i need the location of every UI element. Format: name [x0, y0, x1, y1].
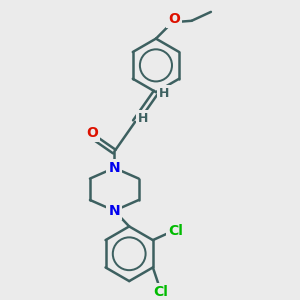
Text: Cl: Cl — [153, 285, 168, 299]
Text: O: O — [168, 12, 180, 26]
Text: O: O — [86, 126, 98, 140]
Text: H: H — [138, 112, 149, 125]
Text: Cl: Cl — [168, 224, 183, 238]
Text: H: H — [159, 87, 169, 100]
Text: N: N — [109, 204, 120, 218]
Text: N: N — [109, 161, 120, 175]
